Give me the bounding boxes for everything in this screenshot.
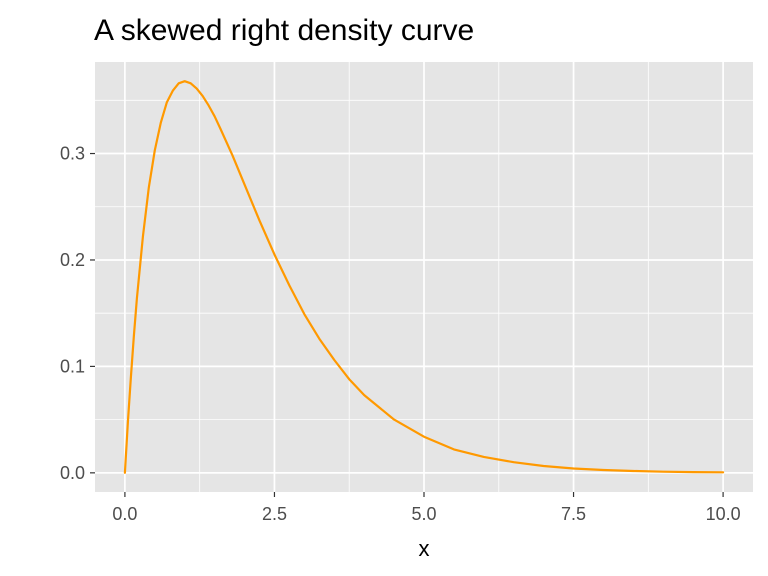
x-tick-label: 7.5 <box>561 504 586 524</box>
y-tick-label: 0.2 <box>60 250 85 270</box>
x-tick-label: 0.0 <box>112 504 137 524</box>
y-tick-label: 0.3 <box>60 144 85 164</box>
x-tick-label: 10.0 <box>706 504 741 524</box>
major-grid <box>95 62 753 492</box>
y-tick-label: 0.0 <box>60 463 85 483</box>
density-curve-line <box>123 80 725 474</box>
chart-title: A skewed right density curve <box>94 14 474 47</box>
x-tick-label: 5.0 <box>411 504 436 524</box>
x-tick-label: 2.5 <box>262 504 287 524</box>
x-axis-title: x <box>419 536 430 561</box>
x-axis: 0.0 2.5 5.0 7.5 10.0 <box>112 492 741 524</box>
series-layer <box>123 80 725 474</box>
y-tick-label: 0.1 <box>60 356 85 376</box>
y-axis: 0.0 0.1 0.2 0.3 <box>60 144 95 483</box>
